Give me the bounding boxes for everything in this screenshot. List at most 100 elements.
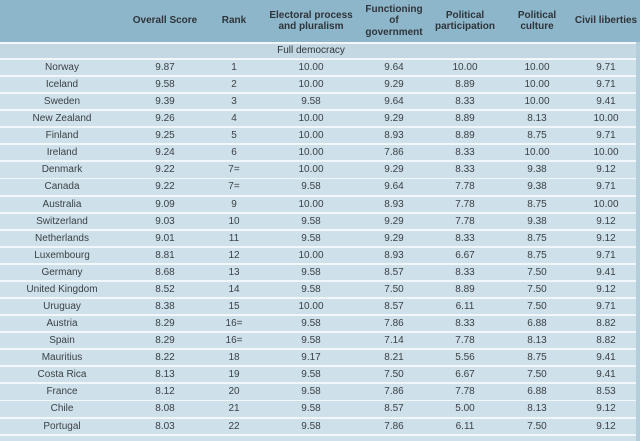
electoral-process-cell: 9.58 [301, 369, 321, 381]
rank-cell: 18 [228, 352, 240, 364]
right-edge-strip [636, 42, 640, 441]
country-cell: Austria [46, 318, 78, 330]
civil-liberties-cell: 9.71 [596, 130, 616, 142]
civil-liberties-cell: 9.41 [596, 352, 616, 364]
political-culture-cell: 8.13 [527, 403, 547, 415]
functioning-government-cell: 7.50 [384, 283, 404, 295]
functioning-government-cell: 9.29 [384, 164, 404, 176]
political-culture-cell: 8.13 [527, 113, 547, 125]
rank-cell: 7= [228, 164, 240, 176]
functioning-government-cell: 8.93 [384, 130, 404, 142]
rank-cell: 9 [231, 198, 237, 210]
electoral-process-cell: 10.00 [298, 198, 324, 210]
civil-liberties-cell: 9.12 [596, 232, 616, 244]
country-cell: Luxembourg [34, 249, 90, 261]
column-header: Rank [221, 15, 247, 27]
table-row: Iceland 9.58 2 10.00 9.29 8.89 10.00 9.7… [0, 76, 640, 93]
political-participation-cell: 6.11 [455, 300, 475, 312]
table-row: Austria 8.29 16= 9.58 7.86 8.33 6.88 8.8… [0, 316, 640, 332]
country-cell: Norway [45, 61, 79, 73]
rank-cell: 16= [225, 318, 243, 330]
civil-liberties-cell: 8.82 [596, 318, 616, 330]
functioning-government-cell: 8.57 [384, 300, 404, 312]
civil-liberties-cell: 9.41 [596, 369, 616, 381]
country-cell: Australia [42, 198, 82, 210]
country-cell: Spain [49, 335, 75, 347]
country-cell: Uruguay [43, 300, 81, 312]
rank-cell: 12 [228, 249, 240, 261]
electoral-process-cell: 9.58 [301, 283, 321, 295]
category-label: Full democracy [277, 45, 345, 56]
functioning-government-cell: 9.64 [384, 61, 404, 73]
functioning-government-cell: 7.14 [384, 335, 404, 347]
civil-liberties-cell: 8.53 [596, 386, 616, 398]
rank-cell: 6 [231, 147, 237, 159]
functioning-government-cell: 8.93 [384, 198, 404, 210]
civil-liberties-cell: 9.12 [596, 283, 616, 295]
country-cell: New Zealand [32, 113, 92, 125]
country-cell: France [46, 386, 78, 398]
rank-cell: 21 [228, 403, 240, 415]
functioning-government-cell: 7.86 [384, 386, 404, 398]
overall-score-cell: 8.29 [155, 335, 175, 347]
political-culture-cell: 9.38 [527, 181, 547, 193]
country-cell: Chile [50, 403, 74, 415]
civil-liberties-cell: 9.12 [596, 215, 616, 227]
overall-score-cell: 8.29 [155, 318, 175, 330]
political-culture-cell: 10.00 [524, 96, 550, 108]
rank-cell: 11 [228, 232, 240, 244]
column-header: Political participation [434, 9, 495, 33]
overall-score-cell: 8.38 [155, 300, 175, 312]
table-body: Norway 9.87 1 10.00 9.64 10.00 10.00 9.7… [0, 59, 640, 434]
electoral-process-cell: 10.00 [298, 164, 324, 176]
political-participation-cell: 8.33 [455, 318, 475, 330]
functioning-government-cell: 9.29 [384, 232, 404, 244]
rank-cell: 3 [231, 96, 237, 108]
table-row: Portugal 8.03 22 9.58 7.86 6.11 7.50 9.1… [0, 418, 640, 434]
country-cell: Mauritius [41, 352, 83, 364]
political-culture-cell: 7.50 [527, 266, 547, 278]
rank-cell: 15 [228, 300, 240, 312]
rank-cell: 5 [231, 130, 237, 142]
rank-cell: 4 [231, 113, 237, 125]
civil-liberties-cell: 10.00 [593, 147, 619, 159]
overall-score-cell: 8.12 [155, 386, 175, 398]
table-row: Canada 9.22 7= 9.58 9.64 7.78 9.38 9.71 [0, 179, 640, 195]
functioning-government-cell: 8.57 [384, 266, 404, 278]
country-cell: United Kingdom [26, 283, 98, 295]
political-participation-cell: 10.00 [452, 61, 478, 73]
column-header: Political culture [517, 9, 557, 33]
rank-cell: 10 [228, 215, 240, 227]
political-participation-cell: 7.78 [455, 386, 475, 398]
table-row: Norway 9.87 1 10.00 9.64 10.00 10.00 9.7… [0, 59, 640, 76]
overall-score-cell: 9.39 [155, 96, 175, 108]
functioning-government-cell: 7.86 [384, 147, 404, 159]
table-row: United Kingdom 8.52 14 9.58 7.50 8.89 7.… [0, 281, 640, 298]
electoral-process-cell: 9.58 [301, 215, 321, 227]
electoral-process-cell: 9.58 [301, 232, 321, 244]
civil-liberties-cell: 9.71 [596, 181, 616, 193]
country-cell: Netherlands [35, 232, 89, 244]
political-participation-cell: 8.89 [455, 130, 475, 142]
electoral-process-cell: 10.00 [298, 61, 324, 73]
political-participation-cell: 8.89 [455, 78, 475, 90]
political-participation-cell: 5.00 [455, 403, 475, 415]
electoral-process-cell: 9.58 [301, 420, 321, 432]
political-participation-cell: 6.67 [455, 369, 475, 381]
political-culture-cell: 8.75 [527, 352, 547, 364]
country-cell: Sweden [43, 96, 81, 108]
table-row: Sweden 9.39 3 9.58 9.64 8.33 10.00 9.41 [0, 94, 640, 110]
table-row: Australia 9.09 9 10.00 8.93 7.78 8.75 10… [0, 196, 640, 212]
table-row: Luxembourg 8.81 12 10.00 8.93 6.67 8.75 … [0, 247, 640, 263]
overall-score-cell: 9.01 [155, 232, 175, 244]
rank-cell: 13 [228, 266, 240, 278]
political-culture-cell: 6.88 [527, 386, 547, 398]
overall-score-cell: 8.13 [155, 369, 175, 381]
rank-cell: 22 [228, 420, 240, 432]
electoral-process-cell: 10.00 [298, 147, 324, 159]
electoral-process-cell: 9.58 [301, 181, 321, 193]
political-participation-cell: 7.78 [455, 335, 475, 347]
political-culture-cell: 7.50 [527, 300, 547, 312]
column-header [0, 0, 124, 42]
functioning-government-cell: 7.50 [384, 369, 404, 381]
